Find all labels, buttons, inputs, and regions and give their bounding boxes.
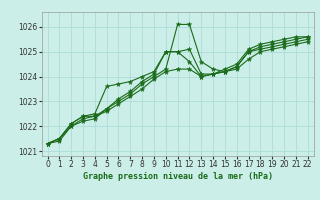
X-axis label: Graphe pression niveau de la mer (hPa): Graphe pression niveau de la mer (hPa) <box>83 172 273 181</box>
